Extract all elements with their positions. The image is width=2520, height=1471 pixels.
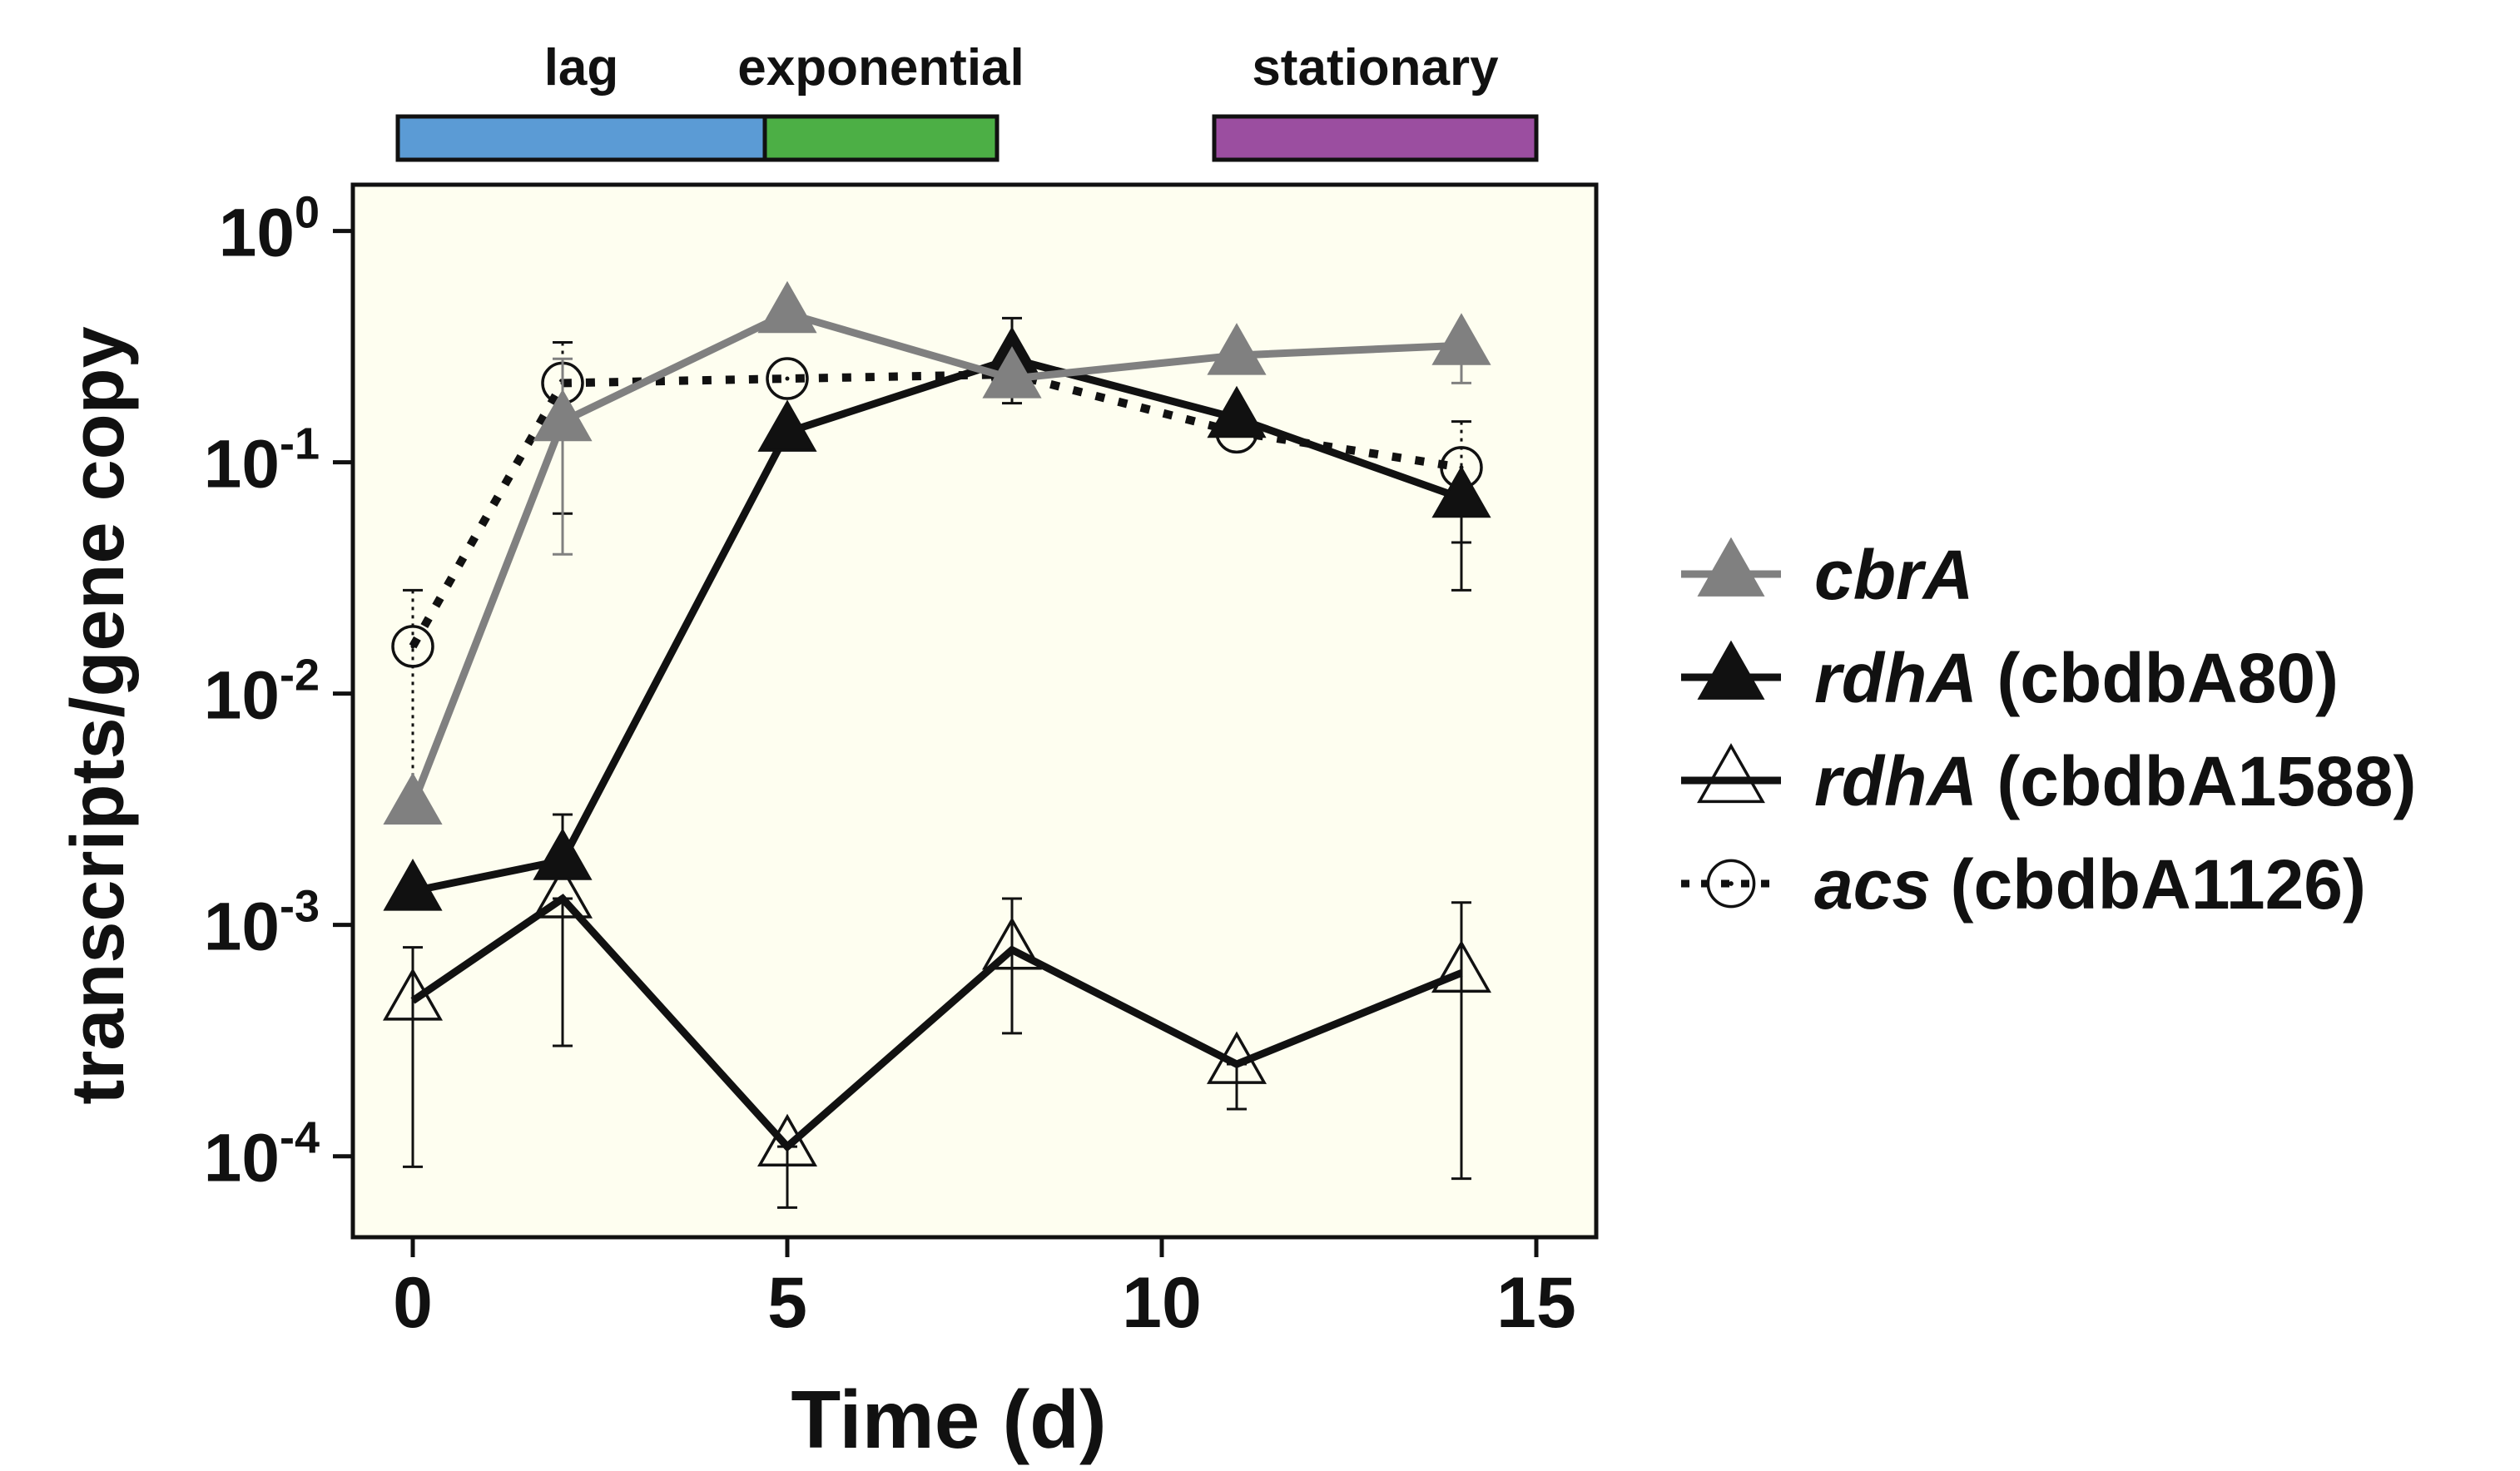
data-point [981,917,1043,970]
data-point [533,828,593,880]
data-point [533,389,593,442]
legend-label: cbrA [1814,536,1973,614]
legend-item-1: rdhA (cbdbA80) [1681,639,2339,717]
x-axis: 0 5 10 15 [393,1237,1576,1343]
phase-bar-stationary [1212,114,1539,162]
x-axis-label: Time (d) [791,1374,1106,1465]
data-point [1207,323,1267,375]
phase-bar-lag [395,114,767,162]
data-point [1431,313,1491,365]
data-point [1697,640,1765,700]
data-point [1697,537,1765,597]
plot-area [350,182,1599,1240]
y-tick-label: 10-4 [204,1113,320,1196]
data-point [1431,465,1491,518]
series-group [382,280,1492,1209]
phase-label-stationary: stationary [1252,39,1499,97]
legend-item-0: cbrA [1681,536,1973,614]
series-0 [383,280,1491,825]
series-line [409,309,1462,807]
data-point [982,346,1042,399]
data-point [1431,939,1492,993]
y-tick-label: 100 [219,188,320,271]
legend: cbrA rdhA (cbdbA80) rdhA (cbdbA1588) acs (c… [1681,536,2416,924]
data-point [383,772,443,825]
data-point [391,625,434,668]
x-tick-label: 5 [767,1263,807,1343]
x-tick-label: 0 [393,1263,433,1343]
data-point [383,859,443,911]
phase-bars: lag exponential stationary [395,39,1539,162]
x-tick-label: 15 [1496,1263,1576,1343]
legend-label: rdhA (cbdbA80) [1814,639,2339,717]
y-axis: 100 10-1 10-2 10-3 10-4 [204,188,353,1196]
y-tick-label: 10-3 [204,882,320,965]
series-2 [382,865,1492,1209]
data-point-center [785,376,790,381]
data-point-center [1729,881,1734,886]
legend-label: rdhA (cbdbA1588) [1814,742,2416,820]
legend-item-2: rdhA (cbdbA1588) [1681,742,2416,820]
series-line [412,354,1463,895]
phase-bar-exponential [762,114,1000,162]
data-point [766,357,809,400]
data-point [1207,385,1267,438]
phase-label-exponential: exponential [737,39,1024,97]
legend-label: acs (cbdbA1126) [1814,845,2366,924]
legend-item-3: acs (cbdbA1126) [1681,845,2366,924]
data-point [532,865,593,919]
data-point [1206,1031,1267,1084]
phase-label-lag: lag [544,39,619,97]
series-1 [383,316,1491,911]
data-point [382,968,444,1021]
data-point-center [410,644,415,649]
data-point [1706,859,1756,909]
data-point [1697,743,1765,804]
y-tick-label: 10-2 [204,651,320,734]
x-tick-label: 10 [1122,1263,1202,1343]
y-axis-label: transcripts/gene copy [57,326,140,1104]
data-point [756,1113,818,1166]
data-point [757,399,817,452]
data-point [757,280,817,334]
y-tick-label: 10-1 [204,419,320,503]
